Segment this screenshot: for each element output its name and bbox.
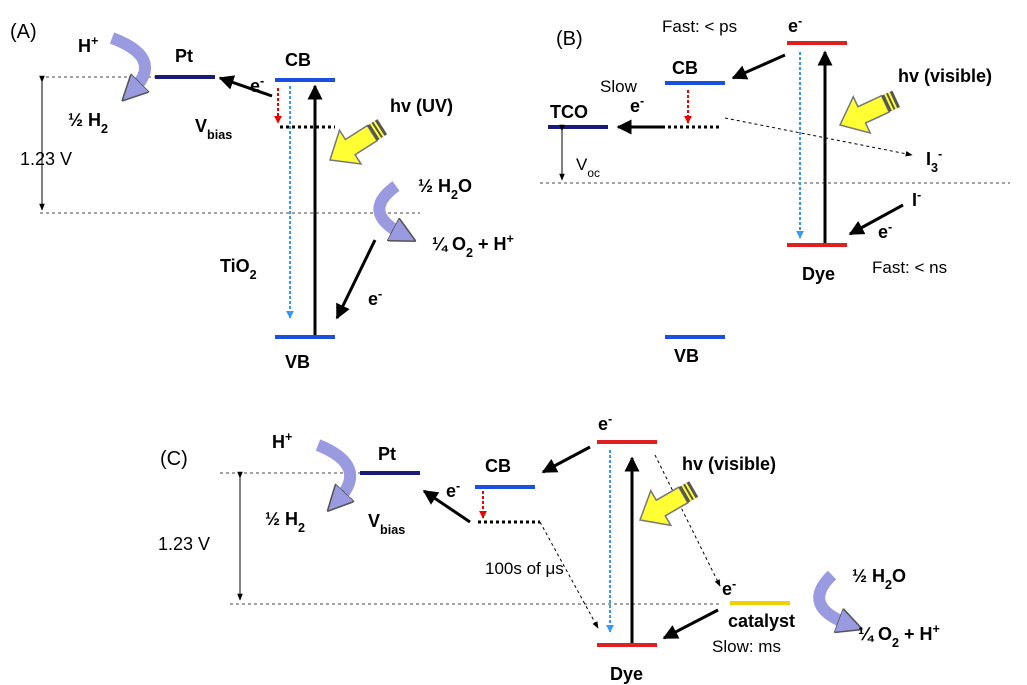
text-part: e xyxy=(630,96,640,116)
text-part: ½ H xyxy=(418,176,451,196)
text-part: ¼ O xyxy=(858,624,892,644)
label: ¼ O2 + H+ xyxy=(432,232,514,260)
label: Dye xyxy=(610,664,643,684)
script-text: + xyxy=(507,232,514,246)
label: e- xyxy=(598,412,612,434)
label: e- xyxy=(878,220,892,242)
label: Dye xyxy=(802,264,835,284)
text-part: ½ H xyxy=(68,110,101,130)
script-text: 2 xyxy=(250,268,257,282)
text-part: ½ H xyxy=(852,566,885,586)
label: e- xyxy=(788,14,802,36)
text-part: e xyxy=(788,16,798,36)
label: Slow: ms xyxy=(712,637,781,656)
script-text: + xyxy=(285,430,292,444)
label: Vbias xyxy=(368,511,405,537)
script-text: 2 xyxy=(101,122,108,136)
label: Voc xyxy=(576,155,600,180)
label: VB xyxy=(674,346,699,366)
label: Fast: < ns xyxy=(872,258,947,277)
text-part: + H xyxy=(473,234,507,254)
label: 1.23 V xyxy=(158,534,210,554)
label: ½ H2O xyxy=(852,566,906,592)
script-text: - xyxy=(378,287,382,301)
script-text: - xyxy=(732,577,736,591)
script-text: - xyxy=(260,74,264,88)
script-text: 2 xyxy=(451,188,458,202)
label: hv (visible) xyxy=(898,66,992,86)
text-part: e xyxy=(446,481,456,501)
panel-label: (A) xyxy=(10,21,37,43)
label: I3- xyxy=(926,147,942,175)
label: Pt xyxy=(378,444,396,464)
label: Slow xyxy=(600,77,638,96)
text-part: O xyxy=(458,176,472,196)
label: e- xyxy=(630,94,644,116)
script-text: bias xyxy=(380,523,405,537)
script-text: + xyxy=(91,34,98,48)
script-text: oc xyxy=(587,166,600,180)
label: Vbias xyxy=(195,116,232,142)
label: 100s of μs xyxy=(485,559,564,578)
panel-a-shapes xyxy=(40,38,420,337)
text-part: e xyxy=(250,76,260,96)
text-part: e xyxy=(368,289,378,309)
label: Pt xyxy=(175,46,193,66)
text-part: ½ H xyxy=(265,509,298,529)
script-text: - xyxy=(938,147,942,161)
text-part: TiO xyxy=(220,256,250,276)
label: VB xyxy=(285,352,310,372)
label: CB xyxy=(285,50,311,70)
text-part: e xyxy=(722,579,732,599)
text-part: V xyxy=(195,116,207,136)
script-text: - xyxy=(640,94,644,108)
text-part: + H xyxy=(899,624,933,644)
script-text: - xyxy=(798,14,802,28)
label: e- xyxy=(722,577,736,599)
script-text: + xyxy=(933,622,940,636)
label: ¼ O2 + H+ xyxy=(858,622,940,650)
script-text: 2 xyxy=(466,246,473,260)
script-text: - xyxy=(917,188,921,202)
script-text: - xyxy=(608,412,612,426)
label: TCO xyxy=(550,102,588,122)
label: Fast: < ps xyxy=(662,17,737,36)
label: TiO2 xyxy=(220,256,257,282)
label: ½ H2 xyxy=(265,509,305,535)
text-part: ¼ O xyxy=(432,234,466,254)
label: catalyst xyxy=(728,611,795,631)
page: {"panel_a": {"label": "(A)", "h_plus": [… xyxy=(0,0,1027,685)
label: CB xyxy=(672,58,698,78)
script-text: - xyxy=(456,479,460,493)
label: e- xyxy=(446,479,460,501)
text-part: O xyxy=(892,566,906,586)
script-text: 2 xyxy=(298,521,305,535)
label: H+ xyxy=(78,34,98,56)
text-part: e xyxy=(878,222,888,242)
label: e- xyxy=(368,287,382,309)
panel-label: (C) xyxy=(160,448,188,470)
label: CB xyxy=(485,456,511,476)
label: hv (UV) xyxy=(390,96,453,116)
label: ½ H2O xyxy=(418,176,472,202)
label: 1.23 V xyxy=(20,149,72,169)
text-part: e xyxy=(598,414,608,434)
script-text: bias xyxy=(207,128,232,142)
script-text: 3 xyxy=(931,161,938,175)
script-text: - xyxy=(888,220,892,234)
text-part: V xyxy=(576,155,588,174)
diagram: (A) H+ Pt CB e- ½ H2 Vbias hv (UV) 1.23 … xyxy=(0,0,1027,685)
script-text: 2 xyxy=(885,578,892,592)
label: hv (visible) xyxy=(682,454,776,474)
label: H+ xyxy=(272,430,292,452)
script-text: 2 xyxy=(892,636,899,650)
text-part: V xyxy=(368,511,380,531)
panel-label: (B) xyxy=(556,28,583,50)
text-part: H xyxy=(272,432,285,452)
label: I- xyxy=(912,188,921,210)
label: ½ H2 xyxy=(68,110,108,136)
text-part: H xyxy=(78,36,91,56)
